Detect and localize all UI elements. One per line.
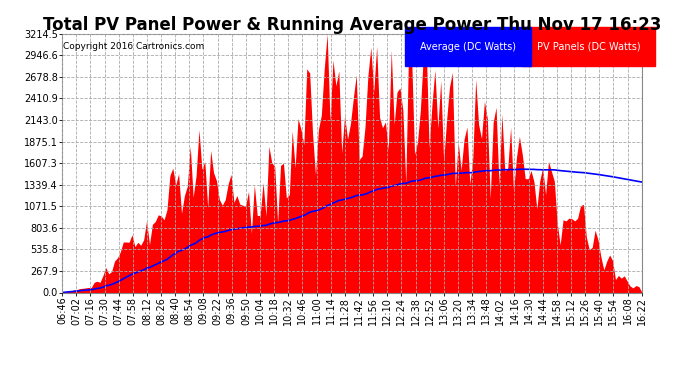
Text: Copyright 2016 Cartronics.com: Copyright 2016 Cartronics.com <box>63 42 204 51</box>
Text: PV Panels (DC Watts): PV Panels (DC Watts) <box>537 42 640 51</box>
Text: Average (DC Watts): Average (DC Watts) <box>420 42 516 51</box>
Title: Total PV Panel Power & Running Average Power Thu Nov 17 16:23: Total PV Panel Power & Running Average P… <box>43 16 661 34</box>
